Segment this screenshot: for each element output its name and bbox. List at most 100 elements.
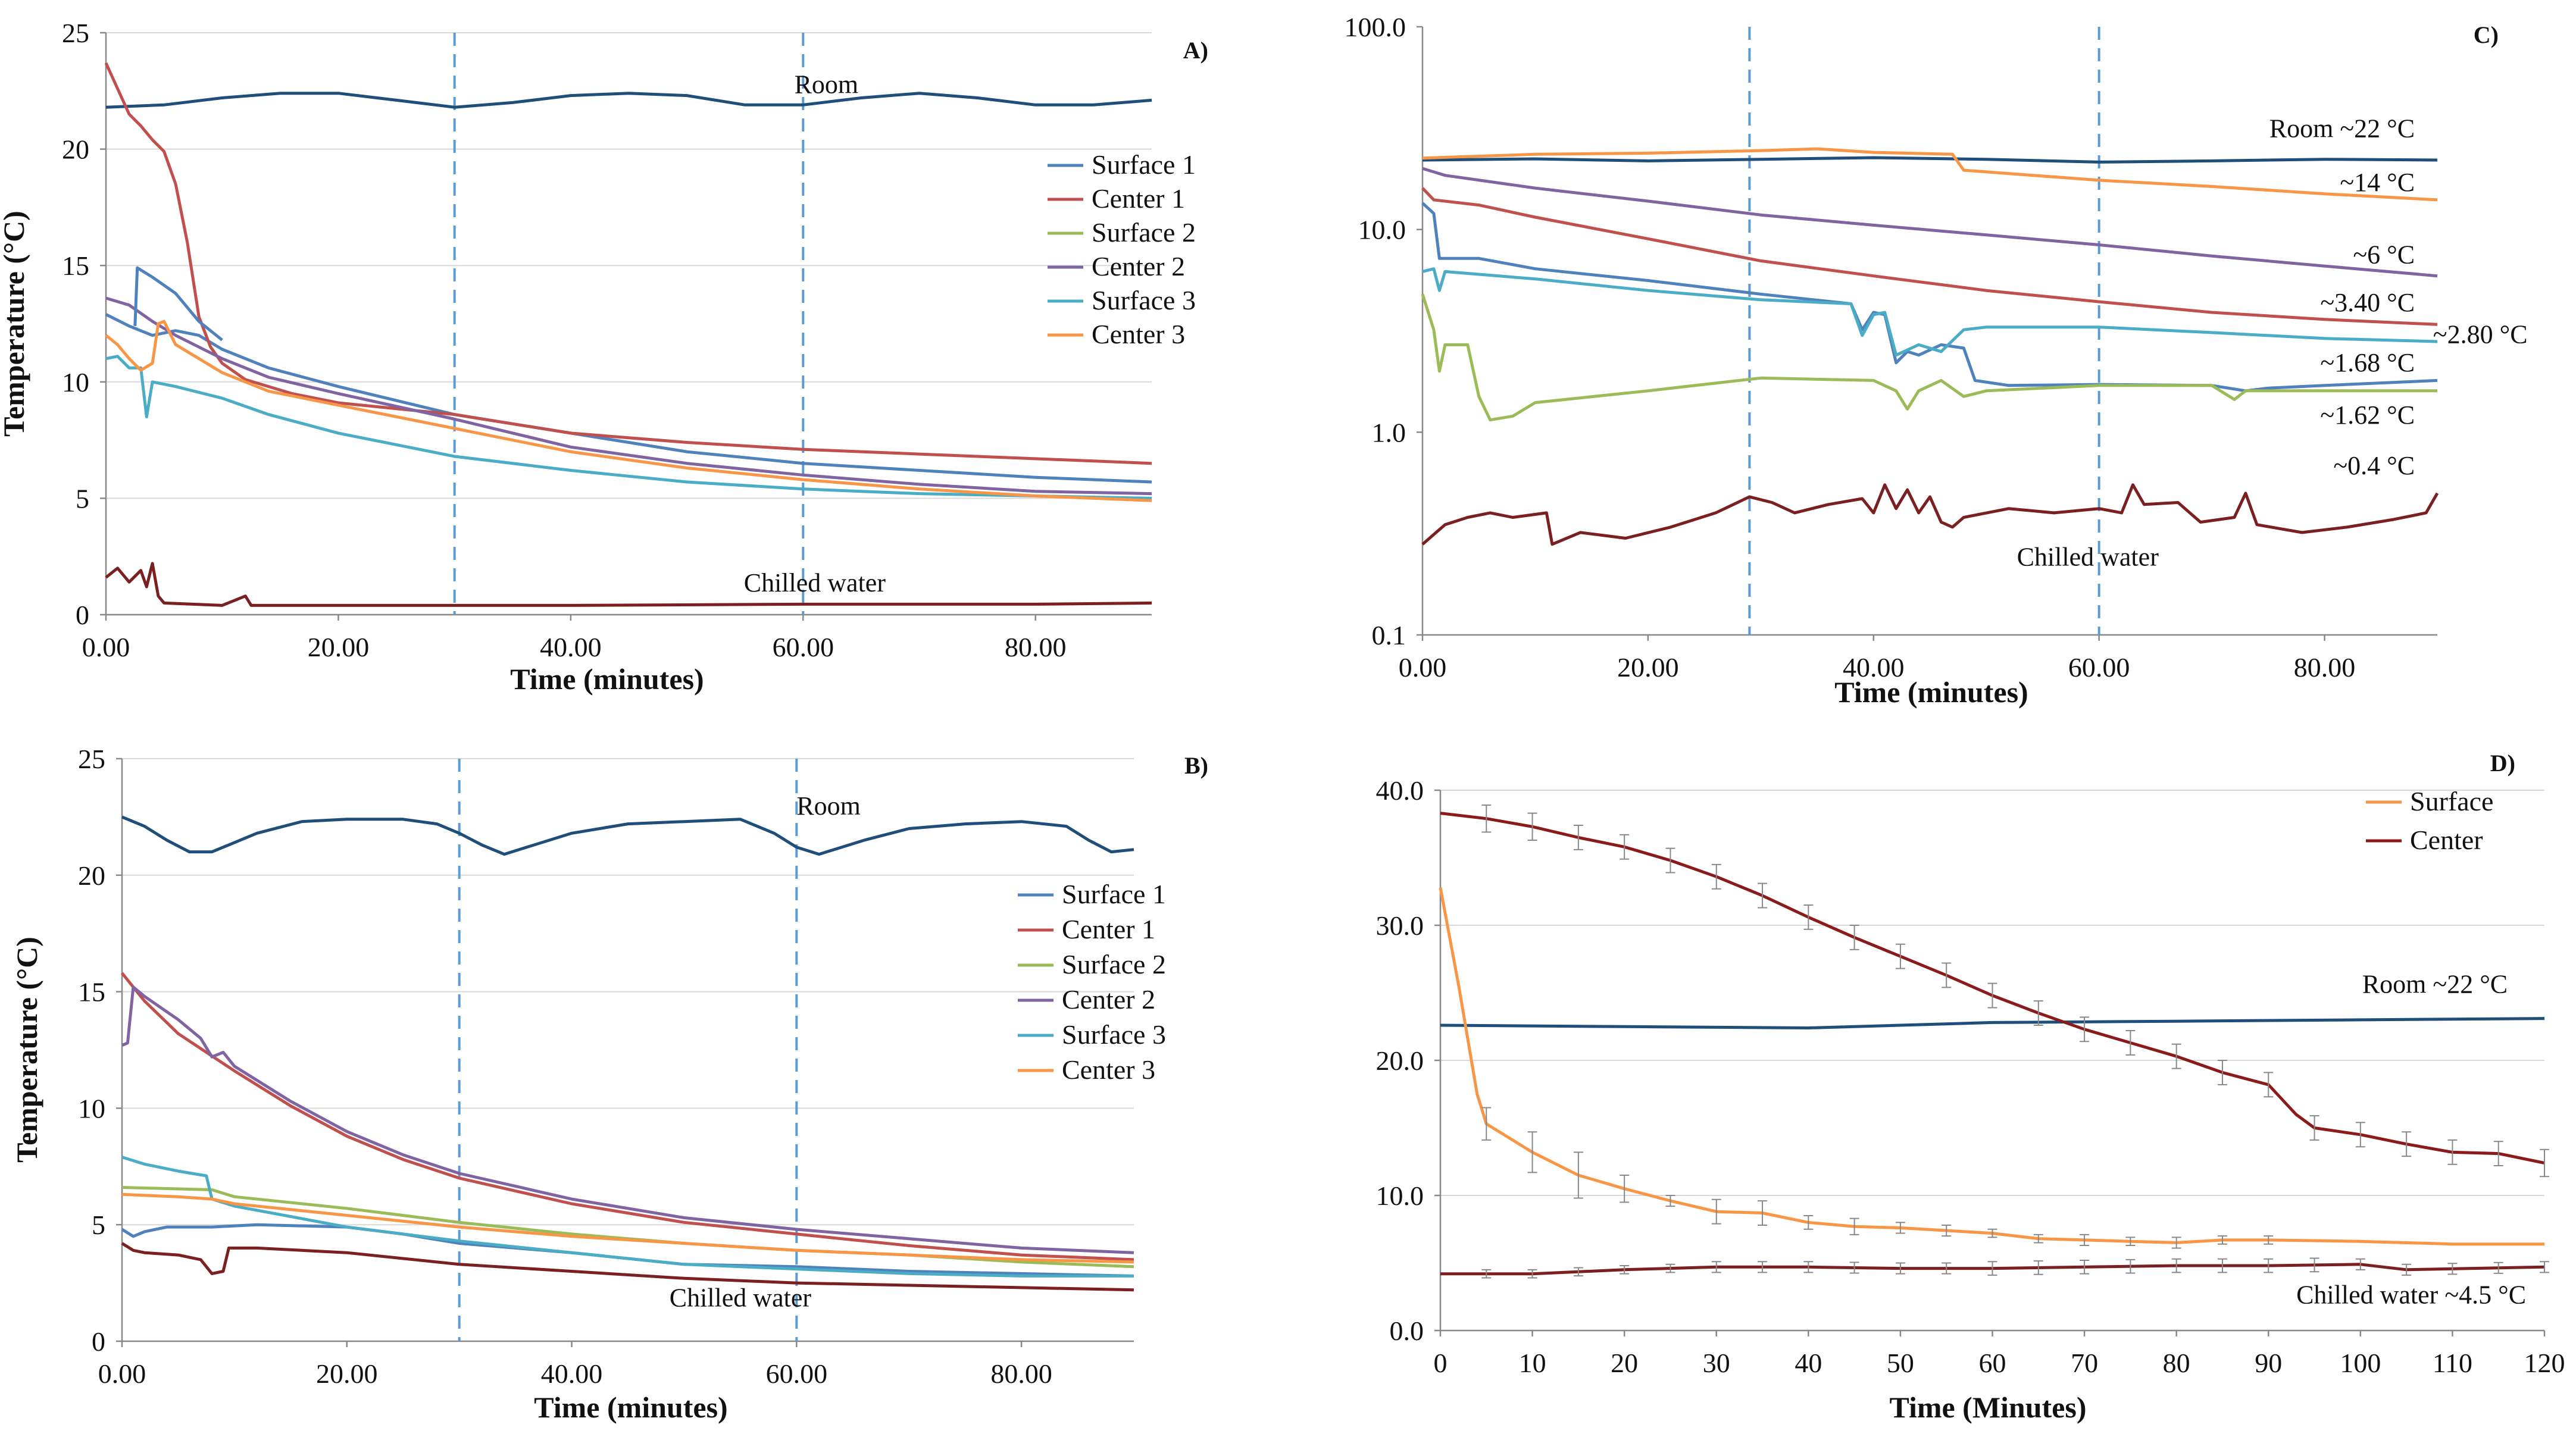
x-tick-label: 0.00 [82,632,130,662]
legend-label: Center [2410,825,2483,855]
x-tick-label: 40.00 [1843,652,1905,683]
legend-label: Surface [2410,786,2493,816]
series-line [105,92,1152,109]
y-tick-label: 25 [62,18,89,48]
legend-label: Center 1 [1062,914,1155,944]
annotation-label: ~2.80 °C [2433,320,2528,349]
x-tick-label: 0.00 [1399,652,1447,683]
y-tick-label: 25 [78,744,105,774]
panel-c: 0.1 1.0 10.0 100.0 0.00 20.00 40.00 60.00 80.00 R… [1345,12,2528,709]
y-tick-label: 10 [78,1093,105,1123]
series-line [121,972,1134,1261]
x-tick-label: 30 [1703,1348,1730,1378]
x-axis-title: Time (minutes) [510,662,704,696]
y-tick-label: 10.0 [1358,215,1406,245]
y-tick-label: 0 [92,1326,105,1357]
x-tick-label: 60.00 [766,1358,828,1389]
series-line [121,1192,1134,1264]
series-line [1422,167,2438,278]
x-tick-label: 60.00 [773,632,834,662]
annotation-label: Chilled water ~4.5 °C [2296,1281,2526,1310]
y-tick-label: 40.0 [1376,775,1424,806]
series-line [1440,812,2545,1164]
x-tick-label: 80.00 [1005,632,1067,662]
y-tick-label: 15 [78,977,105,1007]
legend-label: Center 2 [1092,251,1185,281]
series-line [1422,147,2438,202]
x-tick-label: 20.00 [308,632,370,662]
y-tick-label: 0.1 [1372,620,1406,650]
panel-b: 0 5 10 15 20 25 0.00 20.00 40.00 60.00 80.00 Room Ch… [10,744,1208,1424]
y-tick-label: 10.0 [1376,1181,1424,1211]
y-tick-label: 100.0 [1345,12,1406,42]
series-line [1422,267,2438,357]
y-tick-label: 0.0 [1390,1316,1424,1346]
legend-label: Surface 3 [1092,285,1196,315]
annotation-label: ~0.4 °C [2333,451,2415,480]
x-tick-label: 80.00 [990,1358,1052,1389]
legend-label: Center 2 [1062,984,1155,1015]
legend-label: Surface 2 [1062,949,1166,979]
legend-label: Center 3 [1062,1054,1155,1085]
x-tick-label: 50 [1887,1348,1914,1378]
x-axis-title: Time (minutes) [1834,675,2028,709]
annotation-label: ~3.40 °C [2320,288,2415,317]
y-axis-title: Temperature (°C) [0,211,30,437]
y-tick-label: 20.0 [1376,1045,1424,1076]
panel-label: C) [2474,21,2499,48]
series-line [1421,202,2438,393]
x-tick-label: 60.00 [2068,652,2130,683]
series-line [1440,1017,2545,1029]
x-axis-title: Time (Minutes) [1890,1391,2087,1424]
x-tick-label: 0.00 [98,1358,146,1389]
y-tick-label: 5 [92,1210,105,1240]
x-tick-label: 20 [1611,1348,1638,1378]
x-axis-title: Time (minutes) [534,1391,727,1424]
series-line [1421,293,2437,422]
x-tick-label: 100 [2340,1348,2381,1378]
annotation-label: ~6 °C [2353,240,2415,270]
annotation-label: ~14 °C [2340,168,2415,197]
x-tick-label: 120 [2524,1348,2565,1378]
series-line [121,1242,1134,1292]
annotation-label: Room [796,791,861,821]
series-line [105,320,1152,502]
series-line [121,1156,1134,1278]
y-axis-title: Temperature (°C) [10,937,43,1163]
legend-label: Surface 3 [1062,1019,1166,1050]
annotation-label: Room [795,70,859,99]
x-tick-label: 20.00 [316,1358,378,1389]
legend-label: Surface 1 [1062,879,1166,909]
series-line [1439,887,2544,1246]
x-tick-label: 60 [1979,1348,2006,1378]
y-tick-label: 1.0 [1372,417,1406,447]
series-line [1421,187,2438,326]
x-tick-label: 10 [1519,1348,1546,1378]
x-tick-label: 80.00 [2294,652,2356,683]
series-line [121,985,1134,1254]
x-tick-label: 90 [2255,1348,2282,1378]
x-tick-label: 40.00 [541,1358,603,1389]
series-line [121,815,1134,856]
series-line [104,62,1152,465]
panel-d: 0.0 10.0 20.0 30.0 40.0 0 10 20 30 40 50 60 70 80 90 10… [1376,750,2565,1424]
y-tick-label: 20 [78,860,105,891]
series-line [133,266,223,342]
legend-label: Surface 2 [1092,217,1196,248]
y-tick-label: 30.0 [1376,910,1424,941]
annotation-label: Room ~22 °C [2269,114,2415,143]
annotation-label: Room ~22 °C [2362,970,2508,999]
legend-label: Center 1 [1092,183,1185,214]
series-line [1421,483,2439,546]
x-tick-label: 0 [1434,1348,1448,1378]
y-tick-label: 10 [62,367,89,397]
y-tick-label: 5 [76,483,89,514]
x-tick-label: 80 [2163,1348,2190,1378]
series-line [1422,156,2438,164]
y-tick-label: 20 [62,134,89,165]
panel-label: B) [1184,752,1208,779]
legend-label: Surface 1 [1092,149,1196,180]
annotation-label: Chilled water [670,1283,812,1312]
series-line [105,313,1152,484]
